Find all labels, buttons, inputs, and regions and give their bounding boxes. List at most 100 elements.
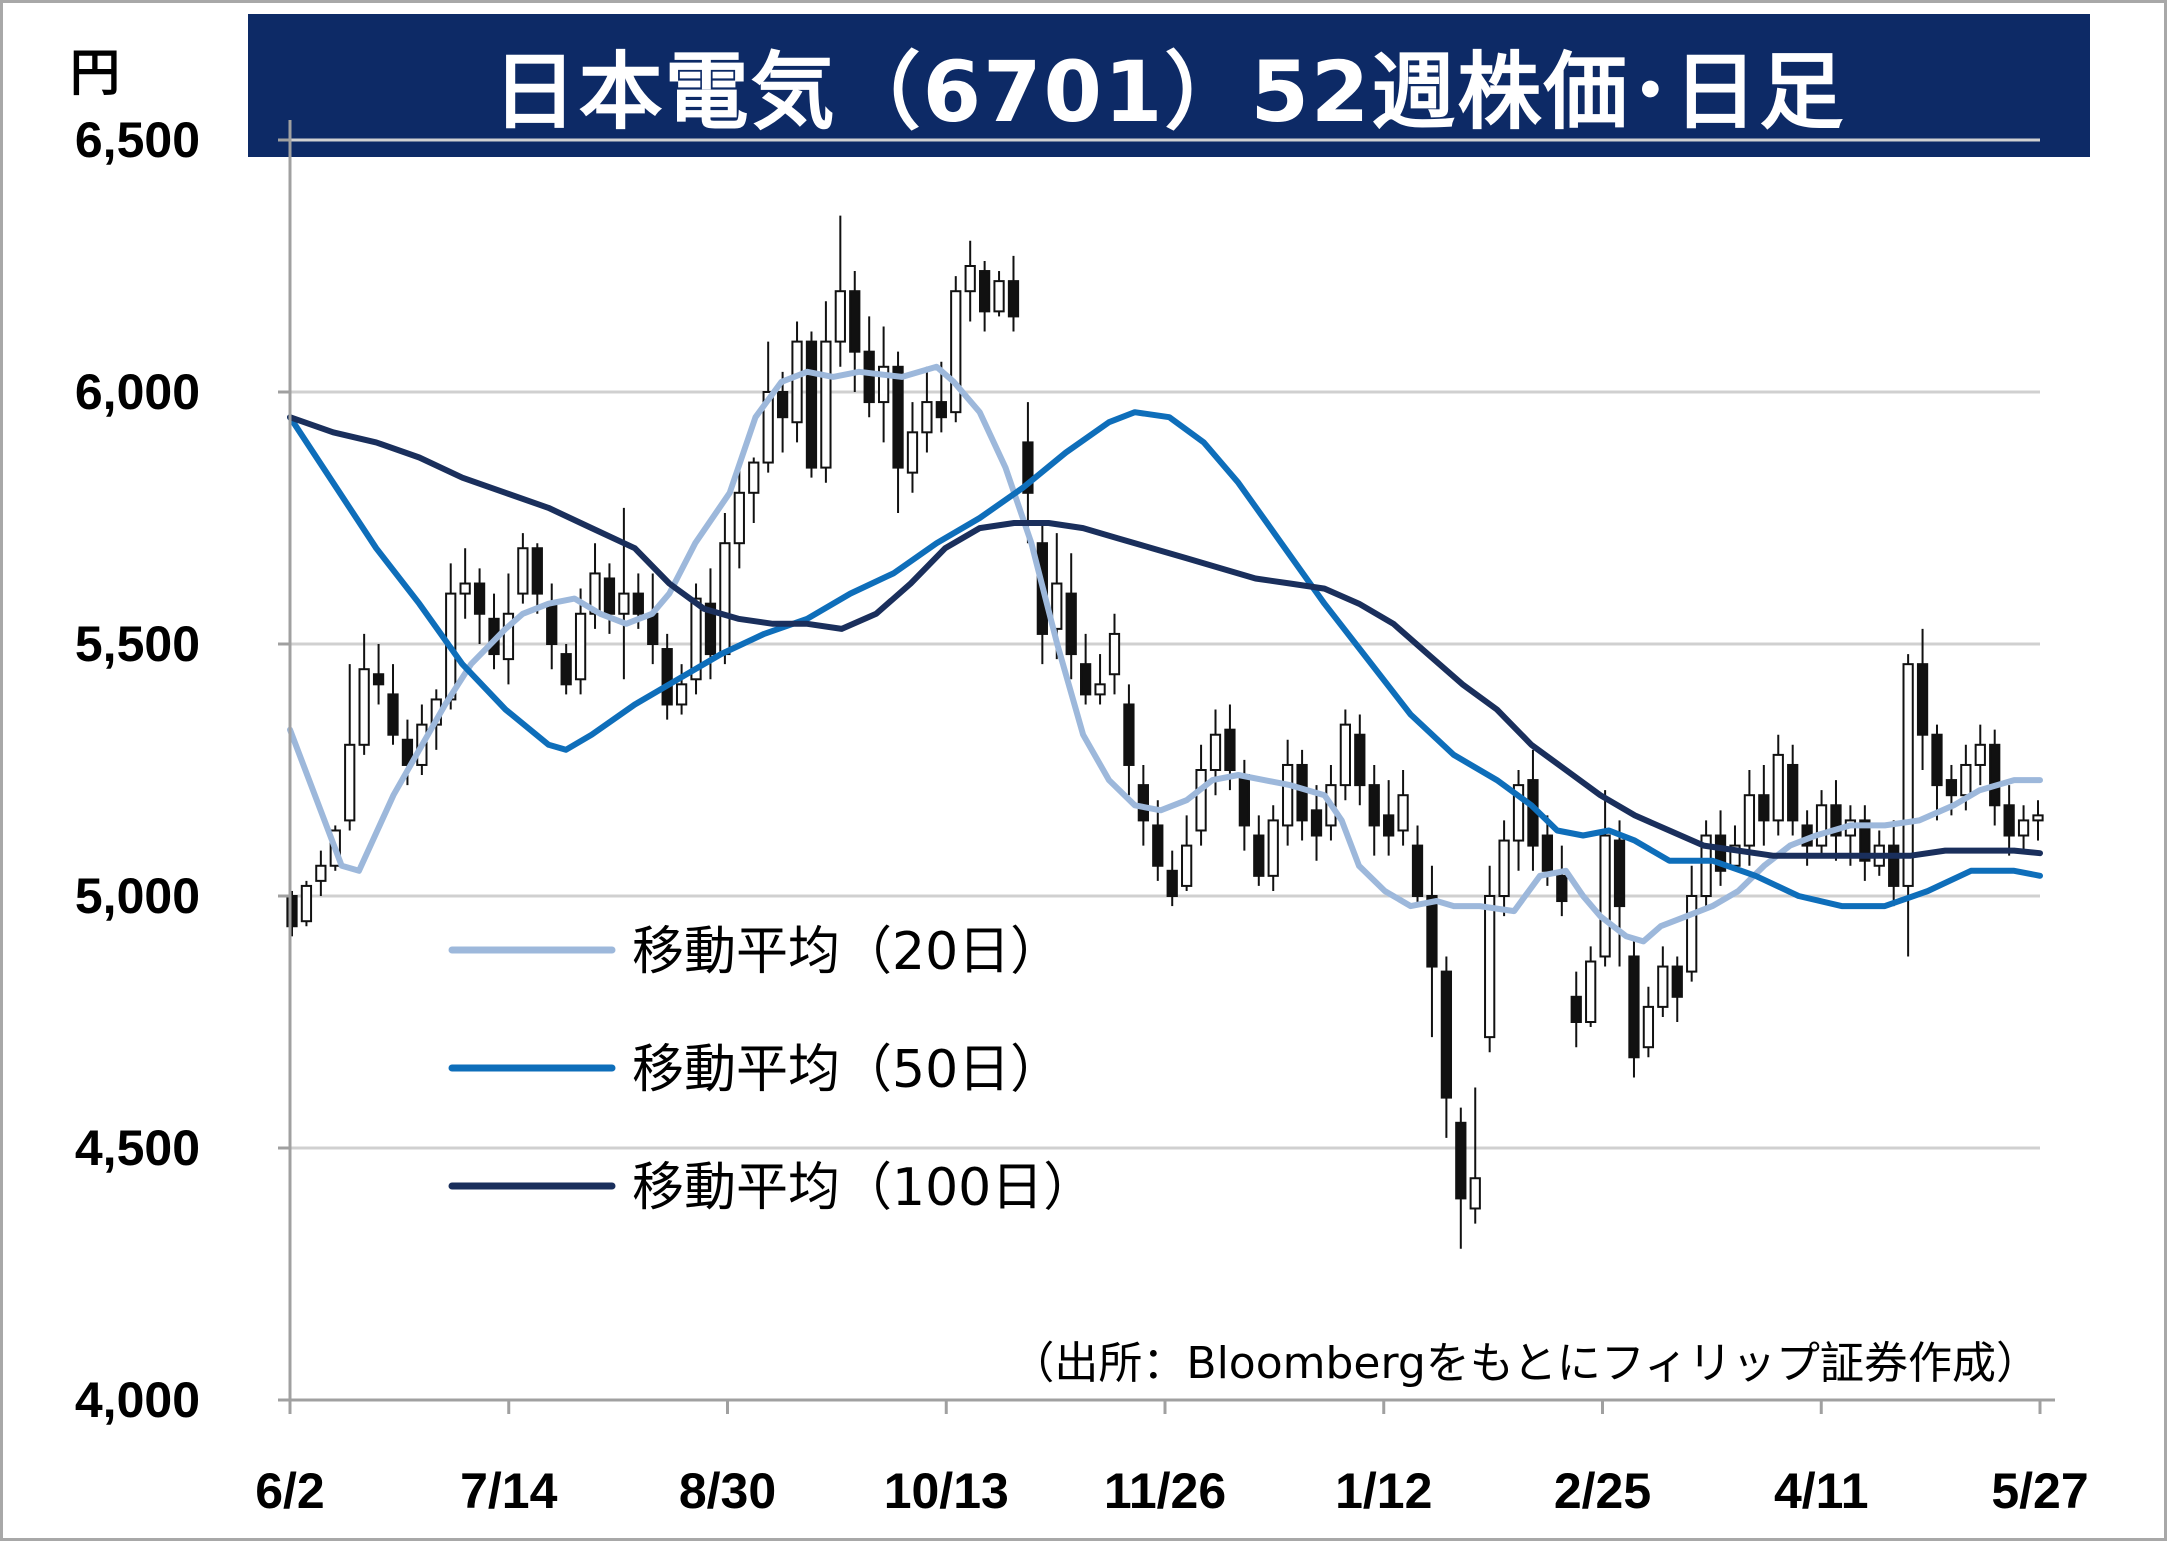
axes (278, 120, 2055, 1414)
legend-label: 移動平均（20日） (632, 922, 1062, 982)
x-tick-label: 6/2 (255, 1463, 325, 1519)
legend-entry-2: 移動平均（100日） (448, 1158, 1095, 1218)
candle (733, 462, 745, 569)
candle (1383, 780, 1395, 856)
candle (661, 633, 673, 720)
x-tick-label: 4/11 (1774, 1463, 1869, 1519)
candle (1411, 825, 1424, 907)
candle (1195, 744, 1207, 846)
y-tick-label: 4,000 (75, 1372, 200, 1428)
candle (1815, 790, 1828, 856)
candle (1556, 845, 1568, 917)
candle (1123, 684, 1135, 796)
legend-label: 移動平均（100日） (632, 1158, 1095, 1218)
candle (906, 402, 919, 493)
candle (993, 271, 1005, 317)
candle (1007, 255, 1020, 332)
candle (546, 583, 558, 670)
x-tick-label: 1/12 (1335, 1463, 1432, 1519)
x-tick-label: 7/14 (460, 1463, 558, 1519)
legend-label: 移動平均（50日） (632, 1040, 1062, 1100)
candle (1599, 790, 1611, 967)
candle (531, 543, 543, 614)
x-tick-labels: 6/2 7/14 8/30 10/13 11/26 1/12 2/25 4/11 5/27 (255, 1463, 2088, 1519)
x-tick-label: 11/26 (1104, 1463, 1226, 1519)
candle (1628, 936, 1640, 1078)
candle (2017, 805, 2030, 851)
candle (964, 240, 976, 322)
legend-entry-0: 移動平均（20日） (448, 922, 1062, 982)
candle (1916, 628, 1929, 770)
candle (1065, 553, 1077, 680)
candle (603, 563, 616, 634)
candle (459, 548, 471, 619)
candle (488, 593, 500, 670)
candle (1585, 946, 1597, 1028)
candle (618, 507, 630, 680)
candle (791, 321, 803, 443)
candle (1642, 986, 1655, 1058)
candle (834, 215, 846, 367)
candle (517, 533, 529, 604)
candle (2032, 800, 2044, 841)
ma-line-1 (287, 409, 2043, 910)
candle (1671, 956, 1683, 1022)
candle (1888, 820, 1900, 907)
candle (979, 260, 991, 332)
x-tick-label: 5/27 (1991, 1463, 2088, 1519)
candle (1296, 749, 1308, 841)
candle (1080, 633, 1092, 705)
candle (1772, 734, 1784, 836)
candle (1931, 724, 1943, 821)
y-tick-labels: 6,500 6,000 5,500 5,000 4,500 4,000 (75, 112, 200, 1428)
candle (315, 850, 327, 896)
candle (805, 331, 818, 478)
candle (286, 890, 298, 937)
y-axis-unit-label: 円 (70, 45, 120, 101)
chart-title: 日本電気（6701）52週株価･日足 (248, 14, 2090, 157)
candle (1354, 714, 1366, 806)
candle (1657, 946, 1669, 1017)
candle (560, 644, 572, 695)
candle (647, 573, 659, 665)
candle (863, 316, 875, 418)
moving-average-lines (287, 363, 2043, 945)
candle (1267, 805, 1279, 891)
candle (1426, 865, 1438, 1038)
candle (1498, 820, 1510, 917)
candle (1094, 654, 1106, 705)
grid-lines (290, 138, 2040, 1150)
candle (1166, 850, 1178, 907)
candle (1181, 815, 1193, 891)
candle (950, 276, 962, 423)
candle (1570, 971, 1582, 1048)
x-tick-label: 8/30 (679, 1463, 776, 1519)
candle (675, 664, 688, 715)
candle (877, 326, 890, 443)
candle (1902, 654, 1914, 957)
candle (762, 341, 774, 473)
ma-line-0 (287, 363, 2043, 945)
candle (1469, 1087, 1481, 1224)
candle (1368, 764, 1380, 856)
candle (1613, 820, 1626, 967)
candle (1310, 785, 1323, 861)
candle (1282, 739, 1294, 846)
candle (1022, 402, 1034, 544)
candle (748, 457, 760, 524)
legend-entry-1: 移動平均（50日） (448, 1040, 1062, 1100)
y-tick-label: 4,500 (75, 1120, 200, 1176)
x-tick-label: 10/13 (884, 1463, 1009, 1519)
candle (473, 568, 486, 644)
candle (1108, 613, 1121, 695)
candles (286, 215, 2044, 1249)
candle (1440, 956, 1453, 1138)
candle (1686, 865, 1698, 982)
candle (1859, 805, 1871, 881)
candle (574, 588, 587, 695)
y-tick-label: 5,500 (75, 616, 200, 672)
y-tick-label: 5,000 (75, 868, 200, 924)
candle (344, 664, 356, 831)
candle (372, 644, 385, 705)
